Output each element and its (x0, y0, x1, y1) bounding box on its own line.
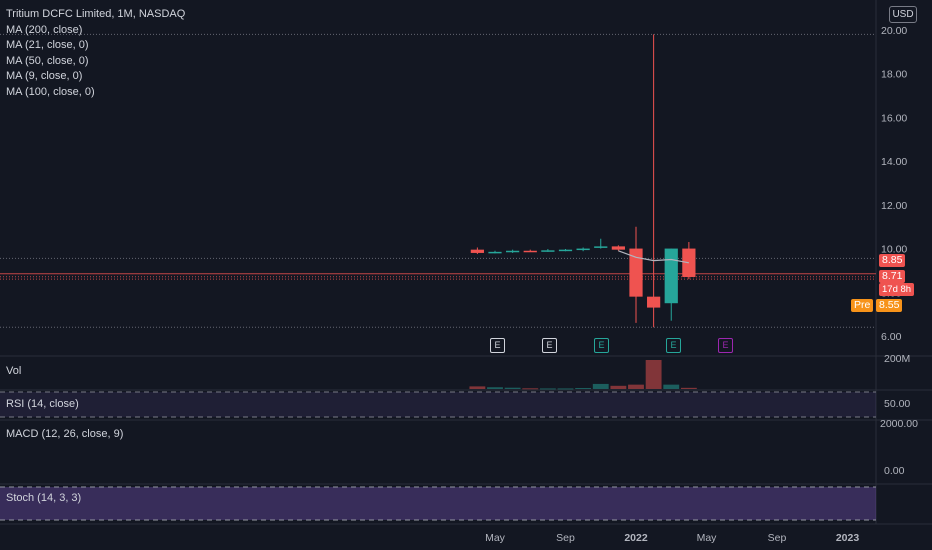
earnings-badge[interactable]: E (666, 338, 681, 353)
y-tick-label: 18.00 (881, 69, 907, 81)
pre-market-price-tag: 8.55 (876, 299, 903, 312)
volume-bar (575, 387, 592, 389)
candle-body (664, 248, 678, 304)
macd-legend[interactable]: MACD (12, 26, close, 9) (6, 428, 124, 440)
candle-body (488, 251, 502, 254)
ma-9-line (618, 250, 689, 264)
x-tick-label: Sep (556, 532, 575, 544)
candle-body (470, 249, 484, 253)
earnings-badge[interactable]: E (542, 338, 557, 353)
candle-body (506, 250, 520, 253)
candle-body (594, 246, 608, 248)
ma-100-legend[interactable]: MA (100, close, 0) (6, 86, 95, 98)
stoch-legend[interactable]: Stoch (14, 3, 3) (6, 492, 82, 504)
y-tick-label: 20.00 (881, 25, 907, 37)
y-tick-label: 12.00 (881, 200, 907, 212)
x-tick-label: 2023 (836, 532, 860, 544)
volume-bar (663, 384, 680, 389)
volume-bar (487, 387, 503, 389)
earnings-badge[interactable]: E (594, 338, 609, 353)
rsi-tick: 50.00 (884, 398, 911, 410)
x-tick-label: Sep (768, 532, 787, 544)
x-tick-label: 2022 (624, 532, 648, 544)
volume-bar (628, 384, 644, 389)
candle-body (558, 249, 573, 252)
volume-bar (557, 388, 574, 390)
earnings-badge[interactable]: E (490, 338, 505, 353)
y-tick-label: 16.00 (881, 112, 907, 124)
rsi-legend[interactable]: RSI (14, close) (6, 398, 79, 410)
volume-bar (610, 385, 627, 389)
volume-bar (469, 386, 486, 389)
ma-21-legend[interactable]: MA (21, close, 0) (6, 39, 89, 51)
ma-200-legend[interactable]: MA (200, close) (6, 24, 83, 36)
volume-bar (592, 383, 609, 389)
y-tick-label: 10.00 (881, 244, 907, 256)
current-price-tag: 8.71 (879, 270, 906, 283)
y-tick-label: 6.00 (881, 331, 902, 343)
stoch-band (0, 487, 876, 520)
x-tick-label: May (697, 532, 718, 544)
volume-bar (539, 388, 556, 390)
volume-bar (645, 360, 662, 389)
candle-body (523, 250, 537, 253)
last-price-tag: 8.85 (879, 254, 906, 267)
earnings-badge[interactable]: E (718, 338, 733, 353)
volume-bar (522, 388, 539, 390)
volume-bar (504, 387, 521, 389)
symbol-title: Tritium DCFC Limited, 1M, NASDAQ (6, 8, 186, 20)
ma-50-legend[interactable]: MA (50, close, 0) (6, 55, 89, 67)
pre-market-label: Pre (851, 299, 874, 312)
rsi-band (0, 392, 876, 417)
currency-button[interactable]: USD (889, 6, 917, 23)
volume-tick: 200M (884, 353, 911, 365)
volume-legend[interactable]: Vol (6, 365, 22, 377)
ma-9-legend[interactable]: MA (9, close, 0) (6, 70, 83, 82)
y-tick-label: 14.00 (881, 156, 907, 168)
macd-zero-tick: 0.00 (884, 465, 905, 477)
candle-body (576, 248, 590, 251)
candle-body (611, 246, 625, 250)
x-tick-label: May (485, 532, 506, 544)
volume-bar (680, 387, 697, 389)
countdown-tag: 17d 8h (879, 283, 915, 296)
candle-body (647, 296, 661, 308)
candle-body (629, 248, 643, 297)
macd-top-tick: 2000.00 (880, 418, 918, 430)
candle-body (541, 250, 555, 252)
